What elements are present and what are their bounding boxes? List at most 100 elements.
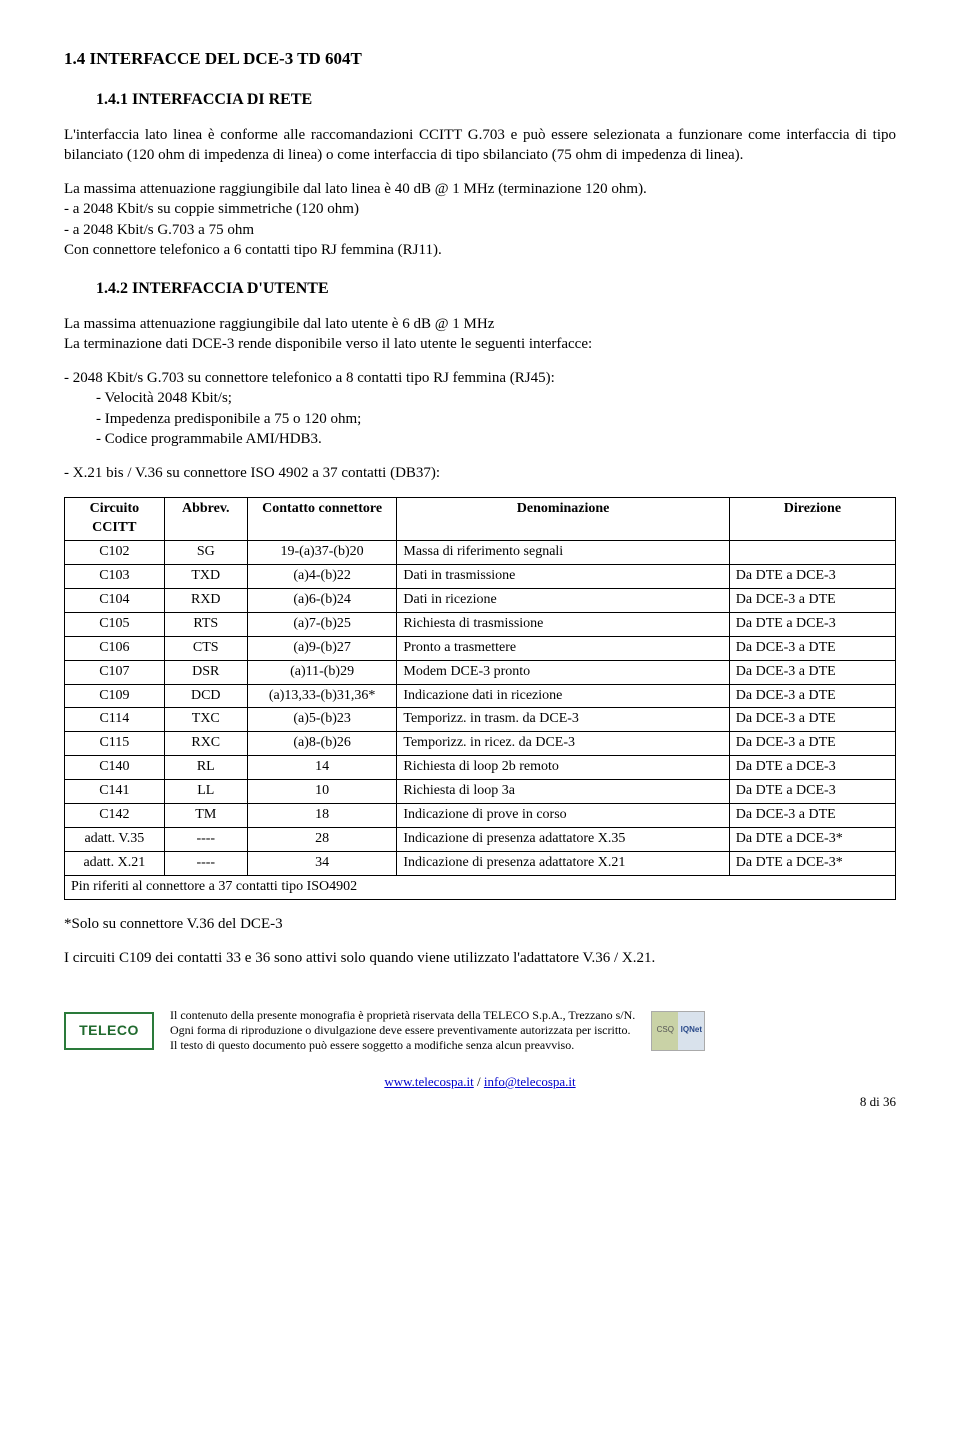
- table-cell: Da DCE-3 a DTE: [729, 636, 895, 660]
- table-footer-cell: Pin riferiti al connettore a 37 contatti…: [65, 875, 896, 899]
- table-cell: (a)9-(b)27: [247, 636, 397, 660]
- paragraph: L'interfaccia lato linea è conforme alle…: [64, 125, 896, 166]
- th-abbrev: Abbrev.: [164, 498, 247, 541]
- th-circuito: Circuito CCITT: [65, 498, 165, 541]
- table-cell: 18: [247, 803, 397, 827]
- list-item: Velocità 2048 Kbit/s;: [96, 388, 896, 408]
- th-direzione: Direzione: [729, 498, 895, 541]
- subsection-1-heading: 1.4.1 INTERFACCIA DI RETE: [96, 89, 896, 111]
- table-cell: Da DCE-3 a DTE: [729, 732, 895, 756]
- table-cell: CTS: [164, 636, 247, 660]
- table-row: C142TM18Indicazione di prove in corsoDa …: [65, 803, 896, 827]
- table-cell: Richiesta di trasmissione: [397, 612, 729, 636]
- cert-logo-right: IQNet: [678, 1012, 704, 1050]
- email-link[interactable]: info@telecospa.it: [484, 1074, 576, 1089]
- footnote: *Solo su connettore V.36 del DCE-3: [64, 914, 896, 934]
- table-cell: C107: [65, 660, 165, 684]
- table-cell: 14: [247, 756, 397, 780]
- table-cell: Da DCE-3 a DTE: [729, 684, 895, 708]
- table-cell: DCD: [164, 684, 247, 708]
- table-cell: C105: [65, 612, 165, 636]
- list-line: - a 2048 Kbit/s su coppie simmetriche (1…: [64, 199, 896, 219]
- table-row: C141LL10Richiesta di loop 3aDa DTE a DCE…: [65, 780, 896, 804]
- subsection-2-heading: 1.4.2 INTERFACCIA D'UTENTE: [96, 278, 896, 300]
- table-cell: Da DTE a DCE-3*: [729, 851, 895, 875]
- list-line: - 2048 Kbit/s G.703 su connettore telefo…: [64, 368, 896, 388]
- table-cell: C103: [65, 565, 165, 589]
- table-cell: C102: [65, 541, 165, 565]
- link-separator: /: [474, 1074, 484, 1089]
- paragraph: I circuiti C109 dei contatti 33 e 36 son…: [64, 948, 896, 968]
- page-footer: TELECO Il contenuto della presente monog…: [64, 1008, 896, 1053]
- table-cell: C141: [65, 780, 165, 804]
- table-cell: 10: [247, 780, 397, 804]
- table-cell: 19-(a)37-(b)20: [247, 541, 397, 565]
- table-cell: C115: [65, 732, 165, 756]
- table-cell: RXD: [164, 588, 247, 612]
- footer-line: Il contenuto della presente monografia è…: [170, 1008, 635, 1023]
- list-line: - X.21 bis / V.36 su connettore ISO 4902…: [64, 463, 896, 483]
- table-cell: Indicazione di presenza adattatore X.35: [397, 827, 729, 851]
- table-row: C102SG19-(a)37-(b)20Massa di riferimento…: [65, 541, 896, 565]
- website-link[interactable]: www.telecospa.it: [384, 1074, 473, 1089]
- table-cell: C109: [65, 684, 165, 708]
- list-item: Impedenza predisponibile a 75 o 120 ohm;: [96, 409, 896, 429]
- table-cell: Temporizz. in ricez. da DCE-3: [397, 732, 729, 756]
- table-row: C105RTS(a)7-(b)25Richiesta di trasmissio…: [65, 612, 896, 636]
- table-cell: (a)11-(b)29: [247, 660, 397, 684]
- paragraph: La massima attenuazione raggiungibile da…: [64, 314, 896, 334]
- table-cell: adatt. V.35: [65, 827, 165, 851]
- table-cell: C114: [65, 708, 165, 732]
- table-cell: Da DTE a DCE-3*: [729, 827, 895, 851]
- table-cell: Dati in trasmissione: [397, 565, 729, 589]
- table-row: adatt. X.21----34Indicazione di presenza…: [65, 851, 896, 875]
- table-cell: Da DTE a DCE-3: [729, 612, 895, 636]
- table-cell: 28: [247, 827, 397, 851]
- paragraph: Con connettore telefonico a 6 contatti t…: [64, 240, 896, 260]
- th-denom: Denominazione: [397, 498, 729, 541]
- table-row: C103TXD(a)4-(b)22Dati in trasmissioneDa …: [65, 565, 896, 589]
- table-cell: (a)6-(b)24: [247, 588, 397, 612]
- ccitt-table: Circuito CCITT Abbrev. Contatto connetto…: [64, 497, 896, 899]
- cert-logo-left: CSQ: [652, 1012, 678, 1050]
- table-cell: DSR: [164, 660, 247, 684]
- table-cell: Da DCE-3 a DTE: [729, 660, 895, 684]
- table-cell: C140: [65, 756, 165, 780]
- table-row: C104RXD(a)6-(b)24Dati in ricezioneDa DCE…: [65, 588, 896, 612]
- table-cell: Da DCE-3 a DTE: [729, 803, 895, 827]
- footer-line: Ogni forma di riproduzione o divulgazion…: [170, 1023, 635, 1038]
- table-row: C106CTS(a)9-(b)27Pronto a trasmettereDa …: [65, 636, 896, 660]
- table-cell: adatt. X.21: [65, 851, 165, 875]
- table-cell: (a)7-(b)25: [247, 612, 397, 636]
- list-item: Codice programmabile AMI/HDB3.: [96, 429, 896, 449]
- table-cell: Temporizz. in trasm. da DCE-3: [397, 708, 729, 732]
- table-cell: Massa di riferimento segnali: [397, 541, 729, 565]
- table-cell: TXD: [164, 565, 247, 589]
- table-cell: 34: [247, 851, 397, 875]
- table-cell: Da DCE-3 a DTE: [729, 588, 895, 612]
- table-cell: ----: [164, 851, 247, 875]
- table-cell: C142: [65, 803, 165, 827]
- section-heading: 1.4 INTERFACCE DEL DCE-3 TD 604T: [64, 48, 896, 71]
- table-cell: Da DTE a DCE-3: [729, 756, 895, 780]
- table-cell: Da DCE-3 a DTE: [729, 708, 895, 732]
- table-cell: Pronto a trasmettere: [397, 636, 729, 660]
- page-number: 8 di 36: [64, 1093, 896, 1111]
- table-cell: C104: [65, 588, 165, 612]
- th-contatto: Contatto connettore: [247, 498, 397, 541]
- table-cell: (a)13,33-(b)31,36*: [247, 684, 397, 708]
- table-cell: RXC: [164, 732, 247, 756]
- paragraph: La massima attenuazione raggiungibile da…: [64, 179, 896, 199]
- list-line: - a 2048 Kbit/s G.703 a 75 ohm: [64, 220, 896, 240]
- table-cell: TM: [164, 803, 247, 827]
- table-cell: Richiesta di loop 3a: [397, 780, 729, 804]
- table-row: C109DCD(a)13,33-(b)31,36*Indicazione dat…: [65, 684, 896, 708]
- table-cell: (a)4-(b)22: [247, 565, 397, 589]
- table-cell: Dati in ricezione: [397, 588, 729, 612]
- table-cell: Da DTE a DCE-3: [729, 565, 895, 589]
- table-cell: SG: [164, 541, 247, 565]
- table-row: C140RL14Richiesta di loop 2b remotoDa DT…: [65, 756, 896, 780]
- footer-line: Il testo di questo documento può essere …: [170, 1038, 635, 1053]
- table-header-row: Circuito CCITT Abbrev. Contatto connetto…: [65, 498, 896, 541]
- table-cell: Indicazione di presenza adattatore X.21: [397, 851, 729, 875]
